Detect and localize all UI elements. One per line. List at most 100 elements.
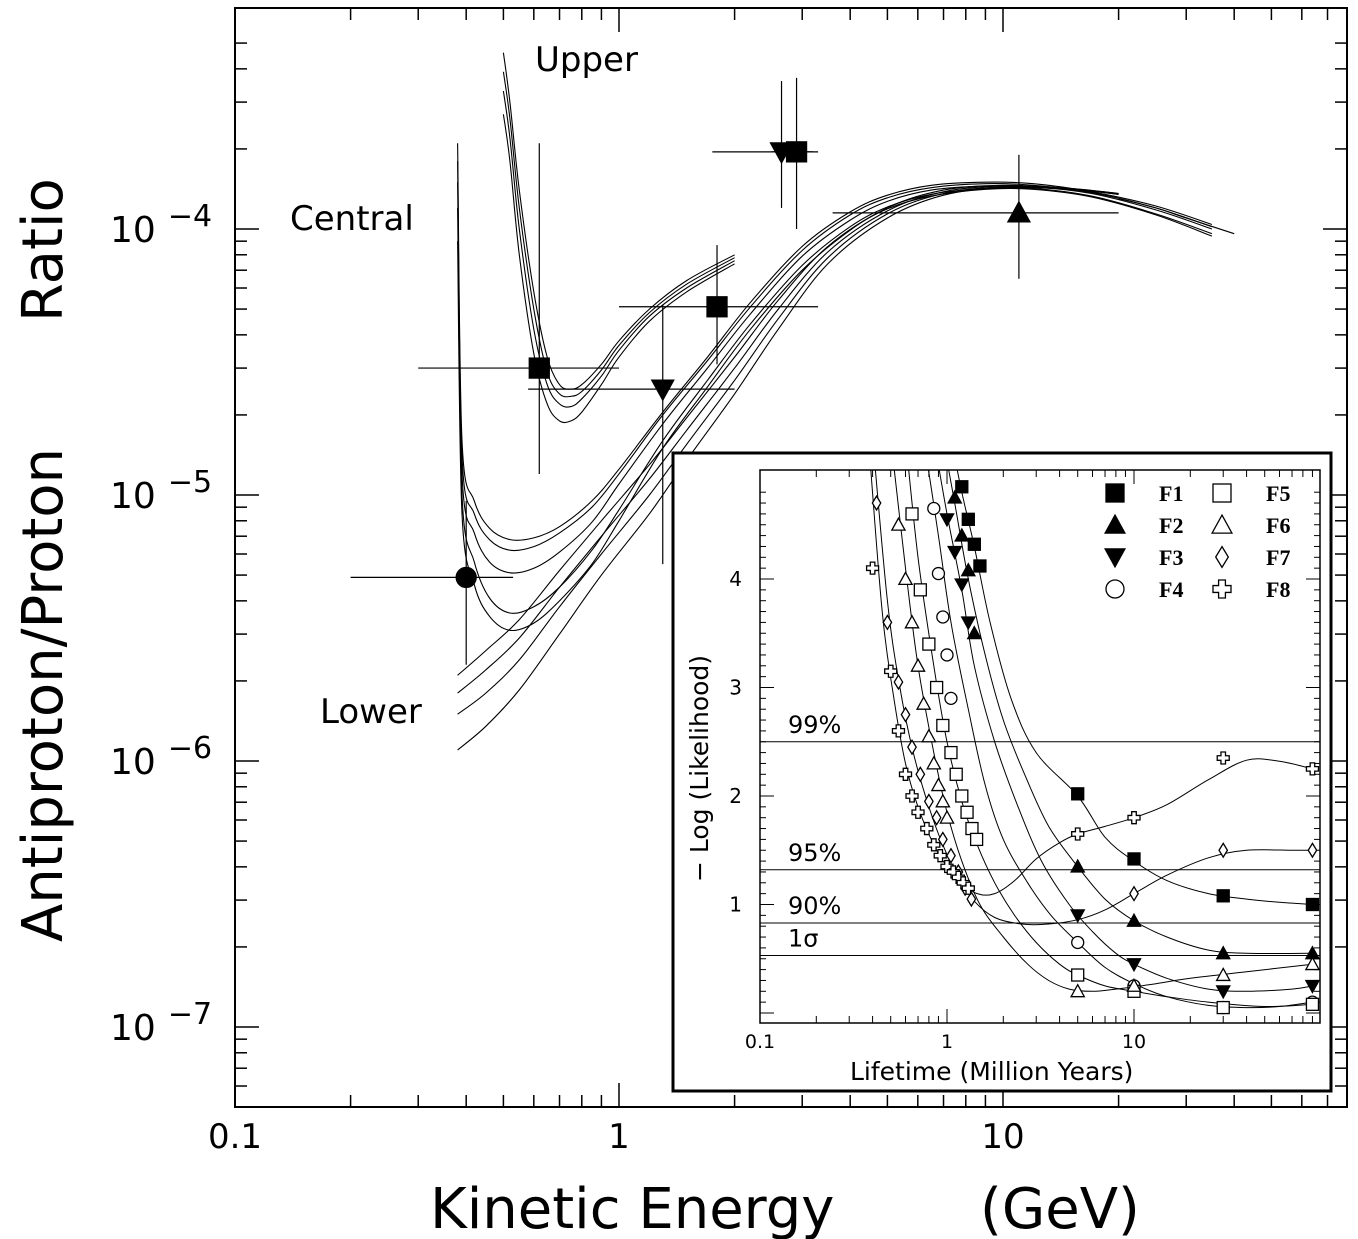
f2-point [947,489,963,504]
f8-point [865,561,880,575]
data-point-4 [619,245,819,365]
f8-point [933,849,947,863]
legend-marker [1214,545,1230,569]
main-x-axis-label: Kinetic Energy [430,1177,834,1239]
data-point-2 [418,143,619,474]
legend-entry-f6: F6 [1211,513,1290,538]
square-marker [785,141,808,163]
main-x-axis-unit: (GeV) [980,1177,1140,1239]
f5-point [905,507,919,521]
legend-marker [1105,579,1125,599]
inset-tick-labels: 0.1 1 10 1 2 3 4 [729,567,1146,1053]
y-tick-label: 10 −6 [110,731,212,783]
legend-entry-f8: F8 [1212,577,1290,602]
main-plot-frame [234,7,1348,1108]
inset-confidence-levels: 99% 95% 90% 1σ [760,711,1320,956]
legend-entry-f7: F7 [1214,545,1290,570]
series-f1 [955,480,1320,912]
f3-point [1304,979,1321,994]
f1-point [955,480,969,494]
model-curve-central [457,143,1213,541]
circle-marker [455,566,477,589]
model-curve-lower [457,184,1119,676]
f7-point [871,494,882,512]
f7-point [893,673,904,691]
data-point-3 [528,304,735,565]
model-curve-lower [457,186,1119,715]
f3-point [1215,985,1231,1000]
f1-point [1071,787,1085,801]
legend-marker [1212,483,1232,503]
f1-point [967,537,981,551]
data-point-6 [771,77,819,229]
legend-marker [1104,513,1126,534]
y-tick-label: 10 −5 [110,465,212,517]
inset-x-tick-label: 10 [1122,1031,1146,1053]
f5-point [1216,1000,1230,1015]
y-tick-label: 10 −7 [110,997,212,1049]
legend-entry-f4: F4 [1105,577,1183,602]
f8-point [905,789,919,803]
f5-point [965,821,979,836]
f8-point [961,881,975,895]
main-chart: 0.1 1 10 10−7 10−6 10−5 10−4 Upper Central Low… [11,7,1348,1239]
level-label: 90% [788,892,841,920]
model-curve-upper [502,71,735,398]
f6-point [1215,967,1231,982]
inset-panel [671,451,1333,1093]
legend-label: F4 [1159,577,1183,602]
f8-point [911,805,925,819]
f1-point [1127,852,1141,866]
f6-point [930,777,947,792]
f6-point [921,728,937,743]
f8-point [1216,751,1230,765]
inset-y-tick-label: 1 [729,893,742,917]
f6-point [1070,983,1086,998]
inset-legend: F1 F5 F2 F6 F3 F7 F4 F8 [1104,481,1290,602]
f4-point [1071,935,1085,950]
f7-point [1218,842,1229,859]
f8-point [891,724,906,738]
fit-curve-f5 [908,470,1313,1008]
f2-point [966,625,983,640]
f3-point [960,616,977,631]
main-y-axis-label: Antiproton/Proton [11,448,76,942]
inset-plot-frame [759,469,1321,1024]
inset-axis-ticks [759,470,1320,1023]
legend-label: F1 [1159,481,1183,506]
model-curve-lower [457,185,1119,694]
inset-y-tick-label: 4 [729,567,742,591]
inset-x-tick-label: 1 [941,1031,953,1053]
inset-x-axis-label: Lifetime (Million Years) [850,1057,1133,1086]
f8-point [1305,762,1320,776]
annotation-central: Central [290,199,414,239]
f5-point [913,583,927,597]
f4-point [936,610,950,624]
f6-point [939,809,955,824]
level-label: 1σ [788,924,818,952]
legend-label: F5 [1266,481,1290,506]
f5-point [936,718,950,733]
inset-data-points [865,480,1321,1015]
f4-point [927,501,941,516]
x-tick-label: 0.1 [208,1117,262,1157]
f2-point [1070,858,1086,873]
model-curve-upper [502,114,735,424]
f1-point [1305,897,1320,912]
f8-point [884,664,898,678]
f3-point [947,545,963,560]
model-curve-central [457,161,1213,552]
f1-point [973,559,987,573]
f5-point [944,745,958,760]
f7-point [923,793,934,810]
fit-curve-f8 [870,470,1313,896]
data-point-7 [832,154,1119,279]
main-x-axis-title: Kinetic Energy (GeV) [430,1177,1140,1239]
f8-point [920,821,934,836]
main-y-axis-title: Antiproton/Proton Ratio [11,178,76,942]
inset-y-tick-label: 2 [729,784,742,808]
f5-point [969,832,984,847]
f6-point [1126,977,1142,992]
series-f8 [865,561,1320,895]
